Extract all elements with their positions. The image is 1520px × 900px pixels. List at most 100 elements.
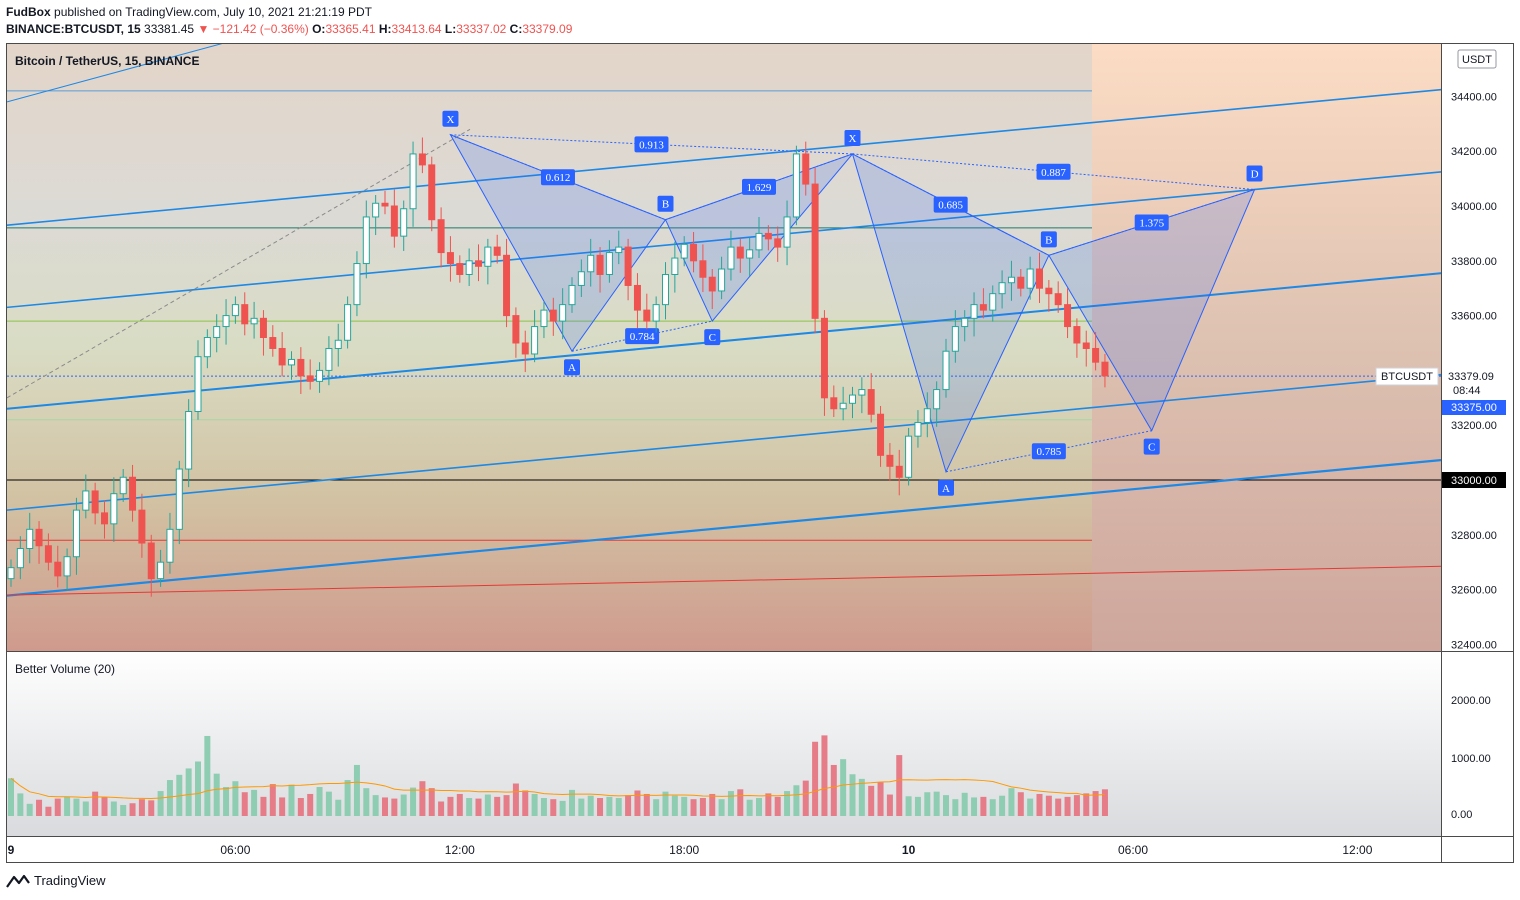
volume-bar [512,783,519,816]
volume-bar [569,789,575,816]
volume-bar [363,788,370,816]
last-price: 33381.45 [144,22,195,36]
candle-body [951,326,959,352]
candle [877,406,885,467]
candle [783,200,791,266]
candle [175,460,183,545]
volume-bar [765,793,772,816]
candle-body [877,413,885,456]
candle [166,512,174,574]
candle [1064,288,1072,339]
candle-body [372,202,380,218]
candle-body [344,304,352,341]
pattern2-point-label: D [1251,169,1259,181]
candle-body [185,411,193,470]
candle-body [942,350,950,391]
candle [615,230,623,265]
volume-bar [110,801,117,816]
candle-body [203,337,211,358]
candle-body [400,208,408,237]
time-tick-label: 12:00 [445,843,475,857]
volume-bar [36,799,43,816]
volume-bar [1036,793,1043,816]
volume-bar [671,795,678,816]
candle [1101,353,1109,388]
candle [288,351,295,380]
volume-bar [335,799,342,816]
volume-bar [92,791,99,816]
candle [1092,332,1100,371]
tradingview-logo-icon[interactable] [6,874,30,888]
volume-bar [325,791,332,816]
currency-box[interactable] [1457,49,1497,69]
volume-bar [989,799,996,816]
price-tag-price: 33379.09 [1448,371,1494,383]
volume-bar [886,794,893,816]
candle [63,548,71,591]
candle [82,474,90,519]
candle-body [418,153,426,166]
footer-brand[interactable]: TradingView [34,873,106,888]
price-tick-label: 32800.00 [1451,530,1497,542]
candle [503,238,511,328]
volume-bar [653,799,660,816]
candle-body [596,254,604,276]
candle-body [755,232,763,251]
candle [858,377,866,414]
volume-bar [372,795,379,816]
volume-bar [1092,791,1099,816]
volume-bar [1008,788,1015,816]
volume-bar [1101,789,1108,816]
time-tick-label: 06:00 [220,843,250,857]
channel-line [7,44,223,103]
volume-bar [774,796,781,816]
volume-bar [54,798,61,816]
volume-bar [1073,795,1080,816]
high-value: 33413.64 [391,22,442,36]
candle [905,427,913,486]
time-tick-label: 12:00 [1342,843,1372,857]
candle [559,288,567,340]
volume-bar [812,741,819,816]
volume-bar [223,787,230,816]
time-tick-label: 18:00 [669,843,699,857]
candle-body [72,509,80,558]
candle [26,512,34,564]
price-change: −121.42 (−0.36%) [212,22,309,36]
volume-bar [129,803,136,816]
candle [400,200,408,251]
pattern2-point-A: A [938,479,954,496]
candle-body [147,542,155,580]
candle [596,247,604,293]
volume-title: Better Volume (20) [15,662,115,676]
candle-body [465,260,473,275]
volume-bar [522,790,529,816]
volume-bar [587,795,594,816]
volume-bar [204,735,211,816]
candle-body [811,183,819,319]
horizontal-line-tag-value: 33000.00 [1451,475,1497,487]
publisher-name[interactable]: FudBox [6,5,51,19]
volume-bar [438,801,445,816]
candle-body [166,528,174,563]
candle [624,238,632,301]
candle-body [1073,326,1081,344]
candle [970,292,978,337]
open-value: 33365.41 [325,22,376,36]
volume-bar [699,798,706,816]
candle [241,292,249,336]
candle [231,296,239,324]
candle [325,336,333,386]
candle [690,232,698,273]
volume-bar [830,764,837,816]
volume-bar [643,793,650,816]
candle [362,200,370,279]
pattern2-ratio-text: 0.685 [938,200,963,212]
candle [895,449,903,496]
volume-bar [391,798,398,816]
candle-body [325,347,333,371]
pattern1-point-B: B [657,195,674,212]
volume-bar [166,780,173,816]
volume-bar [410,787,417,816]
